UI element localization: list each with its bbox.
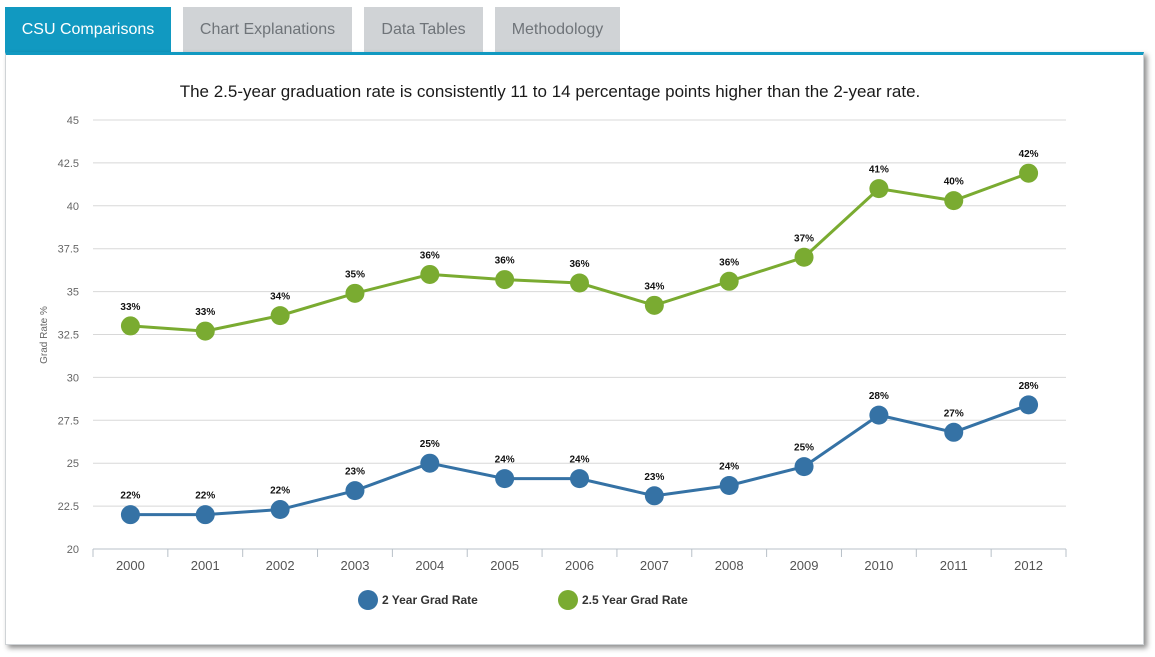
data-label: 25%	[420, 439, 440, 450]
data-point	[869, 405, 889, 425]
data-point	[794, 247, 814, 267]
y-tick-label: 27.5	[58, 415, 79, 427]
data-point	[944, 191, 964, 211]
x-tick-label: 2011	[940, 558, 968, 573]
x-tick-label: 2001	[191, 558, 220, 573]
y-tick-label: 30	[67, 372, 79, 384]
data-point	[719, 476, 739, 496]
data-label: 36%	[569, 259, 589, 270]
legend-label: 2.5 Year Grad Rate	[582, 593, 688, 607]
legend-label: 2 Year Grad Rate	[382, 593, 478, 607]
data-label: 24%	[495, 455, 515, 466]
y-tick-label: 40	[67, 201, 79, 213]
x-tick-label: 2009	[790, 558, 819, 573]
data-point	[644, 486, 664, 506]
data-point	[420, 453, 440, 473]
x-tick-label: 2012	[1014, 558, 1043, 573]
series-line	[130, 171, 1030, 333]
data-label: 24%	[719, 462, 739, 473]
tab-chart-explanations[interactable]: Chart Explanations	[183, 7, 352, 53]
y-tick-label: 45	[67, 115, 79, 127]
x-tick-label: 2005	[490, 558, 519, 573]
data-label: 23%	[345, 467, 365, 478]
chart-title: The 2.5-year graduation rate is consiste…	[179, 82, 921, 101]
data-label: 33%	[195, 307, 215, 318]
chart-panel	[5, 52, 1144, 645]
tab-data-tables[interactable]: Data Tables	[364, 7, 483, 53]
data-point	[195, 505, 215, 525]
legend-marker	[558, 590, 578, 610]
data-label: 41%	[869, 165, 889, 176]
data-label: 27%	[944, 408, 964, 419]
data-label: 36%	[719, 257, 739, 268]
data-label: 36%	[495, 256, 515, 267]
data-point	[270, 306, 290, 326]
y-tick-label: 37.5	[58, 244, 79, 256]
data-point	[1019, 163, 1039, 183]
data-label: 37%	[794, 233, 814, 244]
x-tick-label: 2000	[116, 558, 145, 573]
data-label: 24%	[569, 455, 589, 466]
y-tick-label: 42.5	[58, 158, 79, 170]
data-point	[719, 271, 739, 291]
tab-methodology[interactable]: Methodology	[495, 7, 620, 53]
data-point	[495, 469, 515, 489]
data-point	[120, 505, 140, 525]
data-point	[944, 422, 964, 442]
data-point	[420, 264, 440, 284]
data-label: 36%	[420, 250, 440, 261]
x-tick-label: 2003	[341, 558, 370, 573]
x-tick-label: 2010	[864, 558, 893, 573]
y-tick-label: 35	[67, 287, 79, 299]
x-tick-label: 2004	[415, 558, 444, 573]
data-point	[869, 179, 889, 199]
data-label: 34%	[270, 292, 290, 303]
data-point	[345, 283, 365, 303]
data-label: 40%	[944, 177, 964, 188]
data-label: 28%	[869, 391, 889, 402]
data-label: 34%	[644, 281, 664, 292]
data-point	[1019, 395, 1039, 415]
tab-csu-comparisons[interactable]: CSU Comparisons	[5, 7, 171, 53]
data-label: 33%	[120, 302, 140, 313]
x-tick-label: 2002	[266, 558, 295, 573]
y-tick-label: 32.5	[58, 330, 79, 342]
data-point	[644, 295, 664, 315]
x-tick-label: 2007	[640, 558, 669, 573]
data-point	[570, 469, 589, 489]
data-point	[195, 321, 215, 341]
data-label: 35%	[345, 269, 365, 280]
data-label: 25%	[794, 443, 814, 454]
y-tick-label: 22.5	[58, 501, 79, 513]
x-tick-label: 2008	[715, 558, 744, 573]
data-label: 22%	[270, 486, 290, 497]
data-label: 22%	[195, 491, 215, 502]
data-point	[495, 270, 515, 290]
data-label: 42%	[1019, 149, 1039, 160]
data-point	[345, 481, 365, 501]
y-tick-label: 20	[67, 544, 79, 556]
data-point	[120, 316, 140, 336]
data-point	[794, 457, 814, 477]
data-label: 23%	[644, 472, 664, 483]
data-label: 28%	[1019, 381, 1039, 392]
data-point	[570, 273, 589, 293]
data-label: 22%	[120, 491, 140, 502]
y-tick-label: 25	[67, 458, 79, 470]
y-axis-label: Grad Rate %	[39, 306, 50, 364]
x-tick-label: 2006	[565, 558, 594, 573]
data-point	[270, 500, 290, 520]
legend-marker	[358, 590, 378, 610]
